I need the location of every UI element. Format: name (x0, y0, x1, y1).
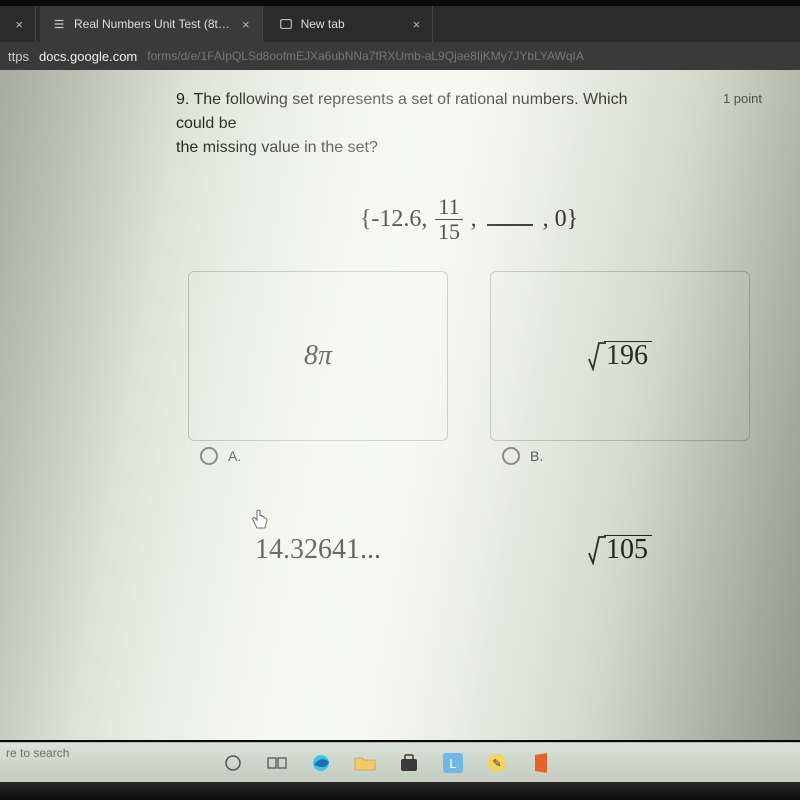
comma-after-frac: , (471, 206, 477, 233)
points-label: 1 point (723, 88, 762, 106)
radio-icon[interactable] (200, 447, 218, 465)
app-l-icon[interactable]: L (440, 750, 466, 776)
circle-icon[interactable] (220, 750, 246, 776)
address-bar[interactable]: ttps docs.google.com forms/d/e/1FAIpQLSd… (0, 42, 800, 70)
close-icon[interactable]: × (242, 17, 250, 32)
choice-c-text: 14.32641... (255, 534, 381, 566)
tab-pinned[interactable]: × (0, 6, 36, 42)
choice-d-radicand: 105 (604, 535, 652, 564)
fraction: 11 15 (435, 196, 462, 243)
choice-c[interactable]: 14.32641... (188, 485, 448, 615)
tab-title: New tab (301, 17, 345, 31)
browser-tabstrip: × Real Numbers Unit Test (8th CC × New t… (0, 6, 800, 42)
choice-b-content: 196 (490, 271, 750, 441)
tab-title: Real Numbers Unit Test (8th CC (74, 17, 234, 31)
list-icon (52, 17, 66, 31)
question-line2: the missing value in the set? (176, 139, 378, 156)
fraction-denominator: 15 (438, 220, 460, 243)
store-icon[interactable] (396, 750, 422, 776)
cursor-pointer-icon (250, 508, 270, 532)
set-open: {-12.6, (360, 206, 428, 233)
tab-favicon (6, 17, 7, 31)
set-close: , 0} (543, 206, 579, 233)
newtab-icon (279, 17, 293, 31)
folder-icon[interactable] (352, 750, 378, 776)
question-card: 9. The following set represents a set of… (170, 70, 776, 615)
close-icon[interactable]: × (15, 17, 23, 32)
laptop-hinge (0, 782, 800, 800)
choice-a-text: 8π (304, 340, 332, 372)
office-icon[interactable] (528, 750, 554, 776)
choice-d[interactable]: 105 (490, 485, 750, 615)
choice-a[interactable]: 8π A. (188, 271, 448, 469)
sqrt-icon: 105 (588, 535, 652, 565)
edge-icon[interactable] (308, 750, 334, 776)
choice-d-content: 105 (490, 485, 750, 615)
taskbar-search-hint[interactable]: re to search (0, 742, 120, 782)
url-scheme: ttps (8, 49, 29, 64)
choice-a-radio-row[interactable]: A. (188, 441, 448, 469)
fraction-numerator: 11 (435, 196, 462, 220)
choice-a-label: A. (228, 448, 241, 464)
choice-b-radio-row[interactable]: B. (490, 441, 750, 469)
question-line1: The following set represents a set of ra… (176, 91, 627, 132)
app-orange-icon[interactable]: ✎ (484, 750, 510, 776)
question-number: 9. (176, 91, 189, 108)
close-icon[interactable]: × (413, 17, 421, 32)
url-path: forms/d/e/1FAIpQLSd8oofmEJXa6ubNNa7fRXUm… (147, 49, 584, 63)
blank-line (487, 224, 533, 226)
tab-new-tab[interactable]: New tab × (267, 6, 434, 42)
choice-b[interactable]: 196 B. (490, 271, 750, 469)
set-expression: {-12.6, 11 15 , , 0} (176, 196, 762, 243)
question-text: 9. The following set represents a set of… (176, 88, 656, 160)
task-view-icon[interactable] (264, 750, 290, 776)
choice-c-content: 14.32641... (188, 485, 448, 615)
choice-b-label: B. (530, 448, 543, 464)
radio-icon[interactable] (502, 447, 520, 465)
windows-taskbar[interactable]: re to search L ✎ (0, 742, 800, 782)
url-host: docs.google.com (39, 49, 137, 64)
sqrt-icon: 196 (588, 341, 652, 371)
svg-text:✎: ✎ (492, 758, 501, 770)
svg-text:L: L (449, 756, 456, 771)
choices-grid: 8π A. 196 (176, 271, 762, 615)
laptop-frame: × Real Numbers Unit Test (8th CC × New t… (0, 0, 800, 800)
choice-b-radicand: 196 (604, 341, 652, 370)
choice-a-content: 8π (188, 271, 448, 441)
tab-real-numbers-test[interactable]: Real Numbers Unit Test (8th CC × (40, 6, 263, 42)
page-viewport: 9. The following set represents a set of… (0, 70, 800, 740)
question-header: 9. The following set represents a set of… (176, 88, 762, 160)
